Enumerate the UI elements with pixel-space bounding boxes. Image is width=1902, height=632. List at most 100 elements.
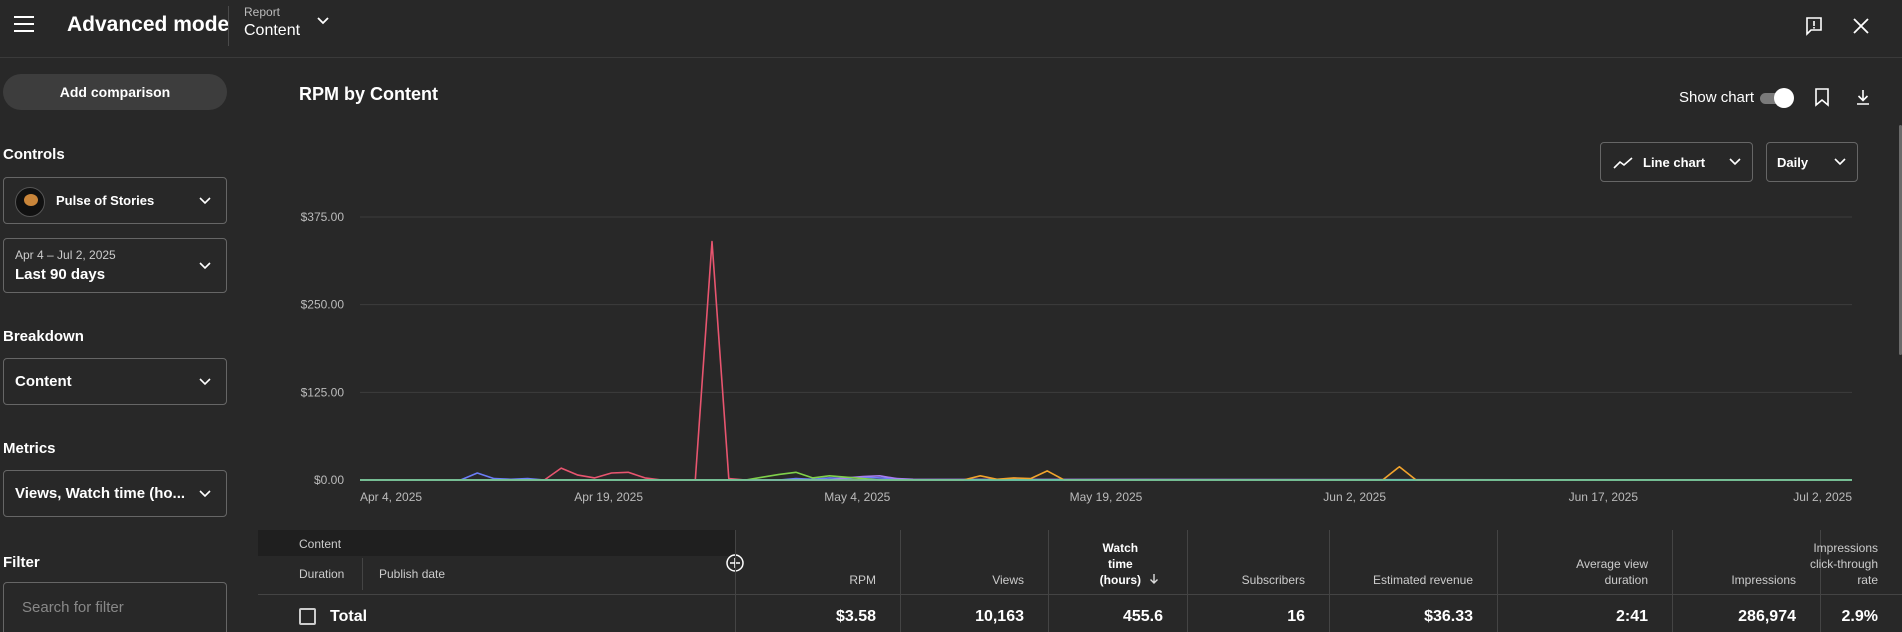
col-header-impressions[interactable]: Impressions	[1672, 530, 1820, 594]
close-icon[interactable]	[1852, 17, 1870, 35]
chevron-down-icon	[199, 489, 211, 497]
report-value: Content	[244, 22, 301, 39]
data-table: Content Duration Publish date Total RPM $…	[258, 530, 1902, 632]
row-divider	[258, 594, 1902, 595]
col-header-rpm[interactable]: RPM	[735, 530, 900, 594]
filter-title: Filter	[3, 554, 40, 571]
y-tick-label: $125.00	[301, 385, 345, 399]
x-tick-label: May 4, 2025	[824, 490, 890, 504]
chevron-down-icon	[199, 196, 211, 204]
y-tick-label: $0.00	[314, 473, 344, 487]
col-header-views[interactable]: Views	[900, 530, 1048, 594]
total-label: Total	[330, 608, 368, 625]
y-tick-label: $375.00	[301, 210, 345, 224]
x-tick-label: Jun 2, 2025	[1323, 490, 1386, 504]
chevron-down-icon	[1729, 158, 1741, 166]
col-header-label: Estimated revenue	[1372, 573, 1473, 587]
column-divider	[1329, 530, 1330, 632]
col-header-label: Impressions click-through rate	[1809, 541, 1878, 587]
col-header-label: Average view duration	[1576, 557, 1648, 587]
scrollbar[interactable]	[1899, 125, 1902, 355]
feedback-icon[interactable]	[1804, 16, 1824, 36]
series-line-4	[360, 471, 1852, 481]
col-header-label: Views	[992, 573, 1024, 587]
date-preset: Last 90 days	[15, 266, 106, 283]
show-chart-toggle[interactable]	[1758, 88, 1794, 108]
metrics-value: Views, Watch time (ho...	[15, 485, 186, 502]
rpm-line-chart: $375.00 $250.00 $125.00 $0.00 Apr 4, 2025 Apr…	[301, 210, 1853, 504]
download-icon[interactable]	[1855, 88, 1871, 106]
breakdown-dropdown[interactable]: Content	[3, 358, 227, 405]
x-tick-label: Jun 17, 2025	[1569, 490, 1639, 504]
metrics-title: Metrics	[3, 440, 56, 457]
x-tick-label: Apr 19, 2025	[574, 490, 643, 504]
show-chart-label: Show chart	[1679, 89, 1755, 106]
sort-down-icon	[1150, 574, 1158, 584]
total-cell: 10,163	[975, 608, 1024, 625]
avatar	[15, 187, 45, 217]
top-bar: Advanced mode Report Content	[0, 0, 1902, 58]
x-tick-label: Jul 2, 2025	[1793, 490, 1852, 504]
controls-title: Controls	[3, 146, 65, 163]
report-label: Report	[244, 5, 281, 19]
total-cell: $3.58	[835, 608, 876, 625]
x-tick-label: Apr 4, 2025	[360, 490, 422, 504]
col-header-watch-time-hours[interactable]: Watch time (hours)	[1048, 530, 1187, 594]
y-tick-label: $250.00	[301, 298, 345, 312]
date-range: Apr 4 – Jul 2, 2025	[15, 248, 116, 262]
col-header-label: Watch time (hours)	[1099, 541, 1141, 587]
column-divider	[1187, 530, 1188, 632]
col-header-publish-date[interactable]: Publish date	[379, 567, 446, 581]
col-header-subscribers[interactable]: Subscribers	[1187, 530, 1329, 594]
col-header-label: Impressions	[1731, 573, 1796, 587]
line-chart-icon	[1613, 157, 1633, 169]
menu-icon[interactable]	[14, 16, 34, 32]
date-range-dropdown[interactable]: Apr 4 – Jul 2, 2025 Last 90 days	[3, 238, 227, 293]
x-tick-label: May 19, 2025	[1070, 490, 1143, 504]
divider	[362, 558, 363, 590]
channel-dropdown[interactable]: Pulse of Stories	[3, 177, 227, 224]
col-header-label: RPM	[849, 573, 876, 587]
granularity-button[interactable]: Daily	[1766, 142, 1858, 182]
col-header-label: Subscribers	[1241, 573, 1305, 587]
chart-type-button[interactable]: Line chart	[1600, 142, 1753, 182]
column-divider	[1672, 530, 1673, 632]
total-cell: $36.33	[1424, 608, 1473, 625]
series-line-2	[360, 472, 1852, 481]
total-cell: 455.6	[1122, 608, 1163, 625]
total-cell: 2:41	[1615, 608, 1648, 625]
col-header-duration[interactable]: Duration	[299, 567, 345, 581]
col-header-content[interactable]: Content	[299, 537, 342, 551]
chevron-down-icon	[1834, 158, 1846, 166]
divider	[228, 6, 229, 46]
total-cell: 286,974	[1738, 608, 1796, 625]
chevron-down-icon	[199, 377, 211, 385]
report-selector[interactable]: Report Content	[244, 5, 300, 40]
chart-title: RPM by Content	[299, 84, 438, 104]
series-line-1	[360, 240, 1852, 481]
col-header-impressions-click-through-rate[interactable]: Impressions click-through rate	[1810, 530, 1902, 594]
column-divider	[1497, 530, 1498, 632]
col-header-average-view-duration[interactable]: Average view duration	[1497, 530, 1672, 594]
total-checkbox[interactable]	[299, 608, 316, 625]
column-divider	[735, 530, 736, 632]
chevron-down-icon[interactable]	[316, 16, 330, 26]
channel-name: Pulse of Stories	[56, 193, 155, 208]
column-divider	[1820, 530, 1821, 632]
chart-type-label: Line chart	[1643, 155, 1706, 170]
bookmark-icon[interactable]	[1814, 87, 1830, 107]
metrics-dropdown[interactable]: Views, Watch time (ho...	[3, 470, 227, 517]
granularity-label: Daily	[1777, 155, 1809, 170]
table-header-strip	[258, 530, 735, 556]
sidebar: Add comparison Controls Pulse of Stories…	[0, 58, 232, 632]
total-cell: 2.9%	[1841, 608, 1878, 625]
col-header-estimated-revenue[interactable]: Estimated revenue	[1329, 530, 1497, 594]
series-line-5	[360, 465, 1852, 481]
breakdown-value: Content	[15, 373, 72, 390]
page-title: Advanced mode	[67, 13, 230, 36]
column-divider	[1048, 530, 1049, 632]
search-input[interactable]	[3, 582, 227, 632]
column-divider	[900, 530, 901, 632]
breakdown-title: Breakdown	[3, 328, 84, 345]
add-comparison-button[interactable]: Add comparison	[3, 74, 227, 110]
